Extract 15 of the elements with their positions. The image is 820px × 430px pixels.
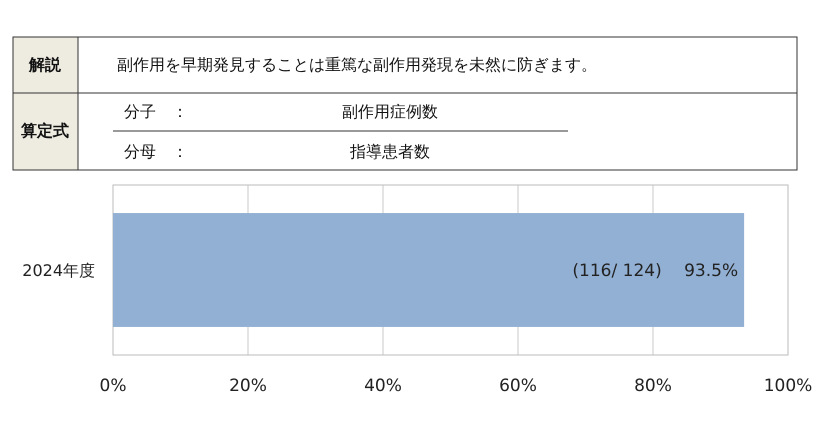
y-tick-label: 2024年度	[22, 261, 95, 280]
x-tick-label: 60%	[499, 376, 537, 396]
x-tick-label: 80%	[634, 376, 672, 396]
text: 分母 ：	[124, 142, 188, 161]
x-tick-label: 20%	[229, 376, 267, 396]
text: 解説	[28, 55, 62, 74]
x-tick-label: 0%	[100, 376, 126, 396]
text: 副作用を早期発見することは重篤な副作用発現を未然に防ぎます。	[117, 55, 597, 74]
data-label: (116/ 124) 93.5%	[572, 261, 738, 281]
x-tick-label: 40%	[364, 376, 402, 396]
text: 指導患者数	[349, 142, 430, 161]
text: 算定式	[20, 121, 69, 140]
text: 副作用症例数	[342, 102, 438, 121]
x-tick-label: 100%	[764, 376, 812, 396]
text: 分子 ：	[124, 102, 188, 121]
